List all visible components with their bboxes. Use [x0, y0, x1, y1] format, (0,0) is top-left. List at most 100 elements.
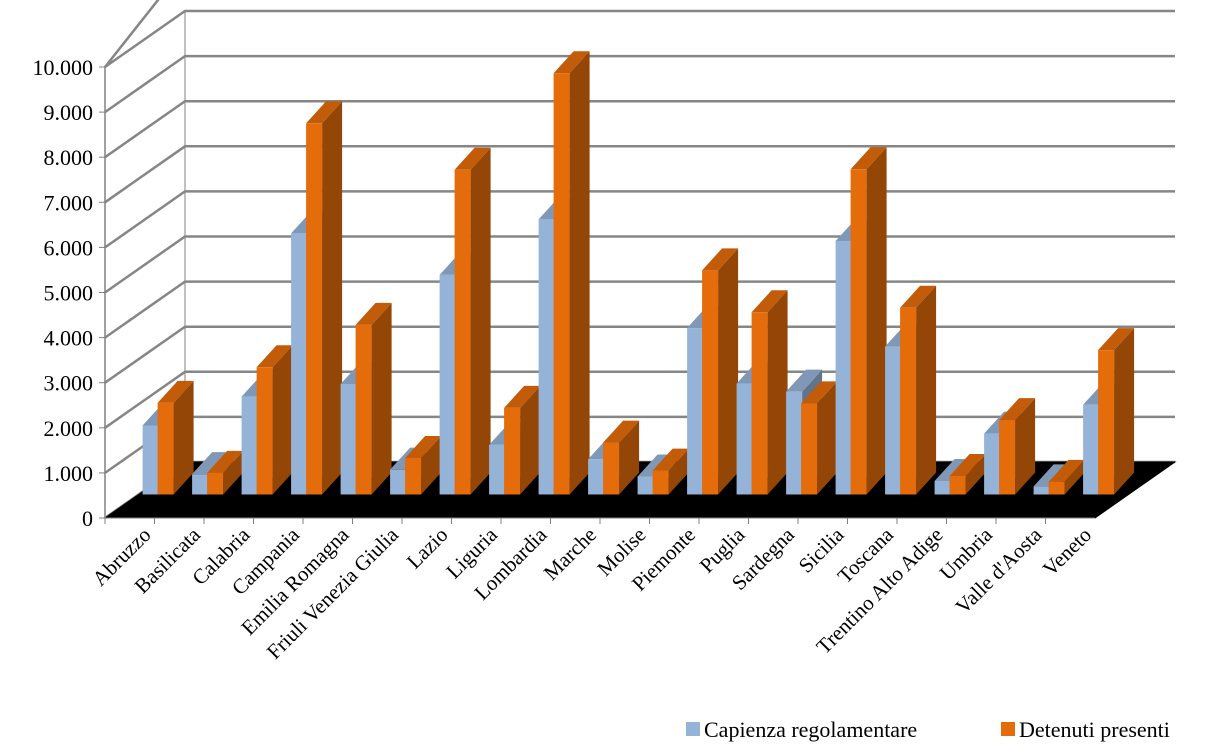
y-tick-label: 1.000 — [44, 461, 94, 486]
bar-side — [371, 302, 392, 495]
y-tick-label: 3.000 — [44, 371, 94, 396]
bar-front — [439, 274, 456, 495]
legend: Capienza regolamentare Detenuti presenti — [686, 717, 1170, 742]
bar-side — [1064, 459, 1085, 495]
legend-swatch — [1001, 722, 1015, 736]
gridline — [104, 54, 1175, 114]
bar-top — [192, 452, 229, 475]
gridline — [104, 145, 1175, 204]
bar-top — [405, 435, 442, 458]
bar-top — [999, 398, 1036, 421]
bar-top — [256, 345, 293, 368]
gridline — [104, 190, 1175, 249]
bar-front — [801, 403, 818, 495]
bar-side — [1114, 328, 1135, 495]
bar-top — [900, 285, 937, 308]
bar-front — [652, 470, 669, 495]
bar-front — [850, 169, 867, 495]
bar-detenuti-presenti — [850, 147, 887, 495]
bar-front — [553, 73, 570, 495]
bar-detenuti-presenti — [1098, 328, 1135, 495]
bar-detenuti-presenti — [999, 398, 1036, 495]
bar-side — [569, 51, 590, 495]
bar-front — [355, 324, 372, 495]
bar-front — [1033, 486, 1050, 495]
legend-label: Capienza regolamentare — [704, 717, 917, 742]
bar-front — [786, 391, 803, 495]
bar-top — [652, 448, 689, 471]
bar-top — [702, 248, 739, 271]
bar-detenuti-presenti — [405, 435, 442, 495]
bar-front — [999, 420, 1016, 495]
bar-top — [1048, 459, 1085, 482]
bars — [142, 51, 1135, 495]
y-tick-label: 9.000 — [44, 100, 94, 125]
bar-detenuti-presenti — [801, 381, 838, 495]
bar-front — [885, 346, 902, 495]
bar-top — [949, 453, 986, 476]
bar-front — [157, 402, 174, 495]
bar-top — [207, 450, 244, 473]
bar-front — [949, 475, 966, 495]
y-axis: 0 1.000 2.000 3.000 4.000 5.000 6.000 7.000 8.00… — [33, 55, 106, 531]
bar-front — [207, 472, 224, 495]
y-tick-label: 7.000 — [44, 190, 94, 215]
gridline — [104, 9, 1175, 69]
bar-front — [900, 307, 917, 495]
bar-detenuti-presenti — [553, 51, 590, 495]
legend-item: Capienza regolamentare — [686, 717, 917, 742]
bar-front — [588, 459, 605, 495]
y-tick-label: 4.000 — [44, 326, 94, 351]
bar-front — [687, 328, 704, 495]
x-tick-label: Veneto — [1038, 523, 1096, 581]
bar-side — [322, 101, 343, 495]
bar-side — [223, 450, 244, 495]
bar-detenuti-presenti — [1048, 459, 1085, 495]
bar-top — [355, 302, 392, 325]
bar-front — [142, 425, 159, 495]
bar-detenuti-presenti — [256, 345, 293, 495]
bar-front — [291, 233, 308, 495]
bar-front — [984, 433, 1001, 495]
bar-front — [1098, 350, 1115, 495]
bar-detenuti-presenti — [454, 147, 491, 495]
legend-swatch — [686, 722, 700, 736]
bar-side — [767, 290, 788, 495]
y-tick-label: 2.000 — [44, 416, 94, 441]
bar-front — [603, 442, 620, 495]
bar-side — [173, 380, 194, 495]
bar-front — [736, 383, 753, 495]
bar-front — [192, 474, 209, 495]
y-tick-label: 10.000 — [33, 55, 94, 80]
bar-detenuti-presenti — [157, 380, 194, 495]
bar-detenuti-presenti — [702, 248, 739, 495]
y-tick-label: 5.000 — [44, 281, 94, 306]
bar-detenuti-presenti — [900, 285, 937, 495]
bar-front — [702, 270, 719, 495]
bar-side — [470, 147, 491, 495]
x-tick-label: Marche — [539, 523, 601, 585]
y-tick-label: 0 — [82, 506, 93, 531]
bar-top — [801, 381, 838, 404]
bar-detenuti-presenti — [504, 385, 541, 495]
bar-side — [272, 345, 293, 495]
bar-front — [934, 480, 951, 495]
gridline — [104, 99, 1175, 159]
bar-front — [306, 123, 323, 495]
bar-detenuti-presenti — [355, 302, 392, 495]
x-axis: AbruzzoBasilicataCalabriaCampaniaEmilia … — [87, 517, 1096, 664]
bar-side — [1015, 398, 1036, 495]
bar-front — [454, 169, 471, 495]
bar-side — [817, 381, 838, 495]
bar-front — [489, 444, 506, 495]
bar-front — [835, 241, 852, 495]
bar-front — [340, 383, 357, 495]
bar-top — [603, 420, 640, 443]
bar-detenuti-presenti — [652, 448, 689, 495]
bar-front — [538, 219, 555, 495]
gridline — [104, 235, 1175, 294]
bar-top — [1098, 328, 1135, 351]
bar-top — [157, 380, 194, 403]
bar-side — [916, 285, 937, 495]
bar-detenuti-presenti — [949, 453, 986, 495]
